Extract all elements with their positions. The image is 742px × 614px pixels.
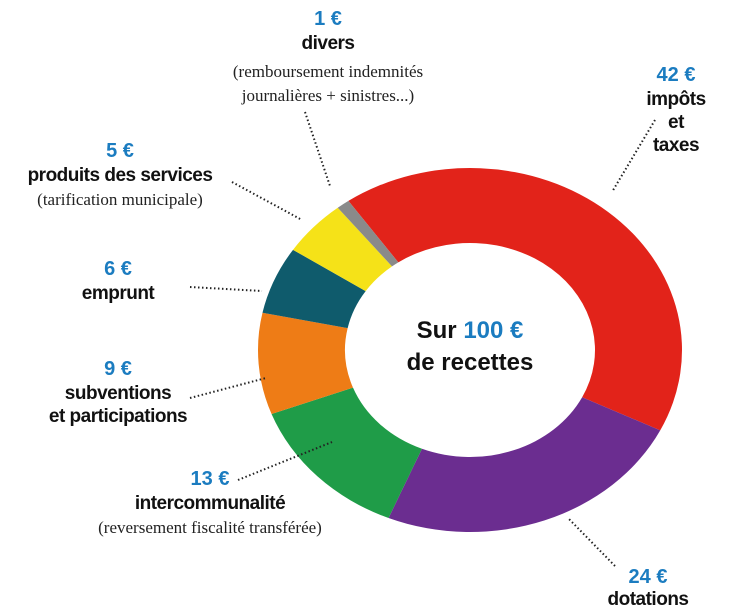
donut-segment xyxy=(293,207,393,292)
leader-line xyxy=(189,377,267,399)
value-label: 6 € xyxy=(104,258,132,280)
category-label: emprunt xyxy=(81,283,155,304)
center-total: 100 € xyxy=(463,317,523,344)
category-label: divers xyxy=(301,33,355,54)
category-label: dotations de l'Etat xyxy=(607,589,690,614)
donut-segment xyxy=(271,387,422,519)
center-label: Sur 100 € xyxy=(417,317,524,344)
value-label: 13 € xyxy=(190,468,230,490)
value-label: 5 € xyxy=(106,140,134,162)
value-label: 24 € xyxy=(628,566,668,588)
leader-line xyxy=(237,441,333,481)
center-text: de recettes xyxy=(407,349,534,376)
center-text: Sur xyxy=(417,317,457,344)
donut-segment xyxy=(337,200,399,267)
leader-line xyxy=(189,286,263,292)
category-label: produits des services xyxy=(27,165,213,186)
donut-segment xyxy=(348,168,682,431)
value-label: 42 € xyxy=(656,64,696,86)
leader-line xyxy=(304,111,331,187)
donut-segment xyxy=(262,249,366,329)
leader-line xyxy=(231,181,303,221)
value-label: 1 € xyxy=(314,8,342,30)
value-label: 9 € xyxy=(104,358,132,380)
category-note: (remboursement indemnités journalières +… xyxy=(232,62,424,105)
category-note: (tarification municipale) xyxy=(37,190,203,209)
category-label: impôts et taxes xyxy=(646,89,706,156)
leader-line xyxy=(567,517,616,567)
donut-segment xyxy=(388,397,661,532)
donut-segment xyxy=(258,312,353,415)
category-note: (reversement fiscalité transférée) xyxy=(98,518,322,537)
category-label: subventions et participations xyxy=(48,383,188,427)
category-label: intercommunalité xyxy=(134,493,286,514)
